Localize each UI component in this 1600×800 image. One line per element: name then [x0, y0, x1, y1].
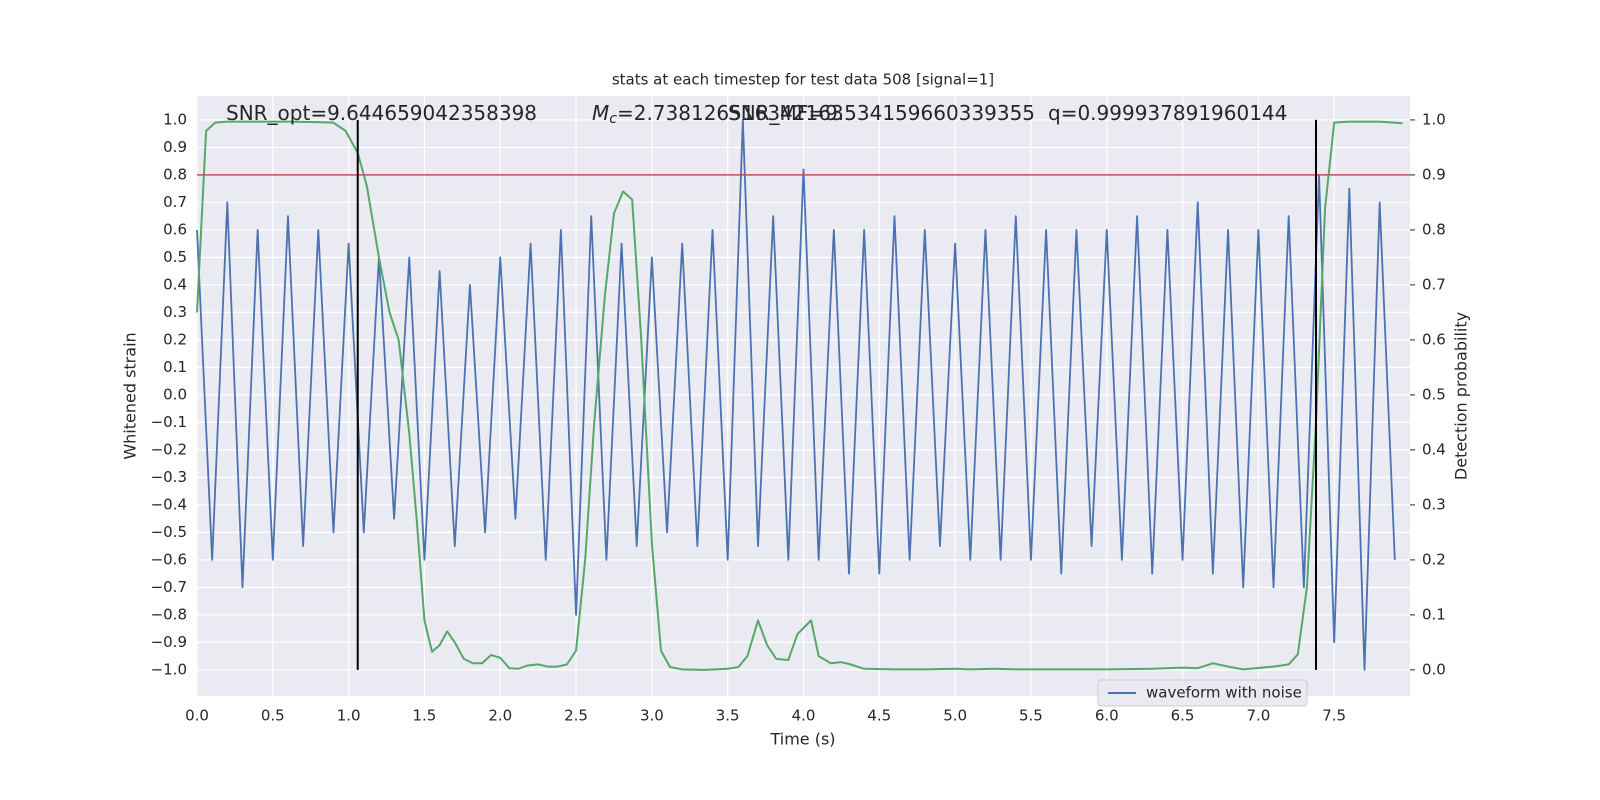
- y2-tick-label: 0.3: [1422, 495, 1446, 513]
- x-tick-label: 4.0: [792, 707, 816, 725]
- y-tick-label: 0.7: [163, 193, 187, 211]
- x-tick-label: 4.5: [867, 707, 891, 725]
- annotation: SNR_opt=9.644659042358398: [226, 101, 537, 125]
- y2-tick-label: 0.2: [1422, 550, 1446, 568]
- x-tick-label: 1.5: [413, 707, 437, 725]
- x-tick-label: 6.0: [1095, 707, 1119, 725]
- y-tick-label: −0.4: [151, 495, 187, 513]
- y-tick-label: 0.8: [163, 165, 187, 183]
- annotation: SNR_MF=9.534159660339355: [728, 101, 1035, 125]
- y-tick-label: 0.3: [163, 303, 187, 321]
- y-tick-label: −0.8: [151, 605, 187, 623]
- legend-box: [1097, 679, 1308, 707]
- y-tick-label: 0.5: [163, 248, 187, 266]
- chart-title: stats at each timestep for test data 508…: [612, 71, 994, 89]
- y2-tick-label: 0.9: [1422, 165, 1446, 183]
- y-tick-label: −0.6: [151, 550, 187, 568]
- y-tick-label: −0.5: [151, 523, 187, 541]
- y2-tick-label: 0.0: [1422, 660, 1446, 678]
- y-tick-label: 0.4: [163, 275, 187, 293]
- annotation: q=0.999937891960144: [1048, 101, 1287, 125]
- y2-tick-label: 0.1: [1422, 605, 1446, 623]
- series-line: [196, 120, 1403, 671]
- y-tick-label: −0.3: [151, 468, 187, 486]
- y-axis-label: Whitened strain: [121, 332, 140, 459]
- annotation-text: =2.738126516342163: [617, 101, 844, 125]
- y-tick-label: −0.7: [151, 578, 187, 596]
- y-tick-label: −0.9: [151, 633, 187, 651]
- y-tick-label: 0.6: [163, 220, 187, 238]
- x-tick-label: 0.5: [261, 707, 285, 725]
- annotation-text: SNR_opt=9.644659042358398: [226, 101, 537, 125]
- x-tick-label: 5.5: [1019, 707, 1043, 725]
- y2-tick-label: 1.0: [1422, 110, 1446, 128]
- y-tick-label: 0.0: [163, 385, 187, 403]
- annotation-text: SNR_MF=9.534159660339355: [728, 101, 1035, 125]
- x-tick-label: 7.5: [1322, 707, 1346, 725]
- x-tick-label: 5.0: [943, 707, 967, 725]
- x-tick-label: 1.0: [337, 707, 361, 725]
- x-tick-label: 3.0: [640, 707, 664, 725]
- x-tick-label: 0.0: [185, 707, 209, 725]
- x-tick-label: 2.5: [564, 707, 588, 725]
- y-tick-label: −1.0: [151, 660, 187, 678]
- y-tick-label: 0.9: [163, 138, 187, 156]
- y-tick-label: −0.2: [151, 440, 187, 458]
- x-tick-label: 3.5: [716, 707, 740, 725]
- y2-tick-label: 0.6: [1422, 330, 1446, 348]
- y2-tick-label: 0.7: [1422, 275, 1446, 293]
- series-line: [196, 119, 1396, 671]
- y-tick-label: 0.2: [163, 330, 187, 348]
- y2-tick-label: 0.8: [1422, 220, 1446, 238]
- y2-axis-label: Detection probability: [1452, 312, 1471, 480]
- x-axis-label: Time (s): [769, 730, 835, 749]
- x-tick-label: 6.5: [1171, 707, 1195, 725]
- y2-tick-label: 0.4: [1422, 440, 1446, 458]
- x-tick-label: 7.0: [1246, 707, 1270, 725]
- y-tick-label: 1.0: [163, 110, 187, 128]
- annotation-text: q=0.999937891960144: [1048, 101, 1287, 125]
- y-tick-label: −0.1: [151, 413, 187, 431]
- x-tick-label: 2.0: [488, 707, 512, 725]
- legend-label: waveform with noise: [1146, 684, 1302, 702]
- annotation-symbol: M: [592, 101, 609, 125]
- y2-tick-label: 0.5: [1422, 385, 1446, 403]
- annotation: Mc=2.738126516342163: [592, 101, 844, 128]
- annotation-subscript: c: [609, 111, 617, 127]
- y-tick-label: 0.1: [163, 358, 187, 376]
